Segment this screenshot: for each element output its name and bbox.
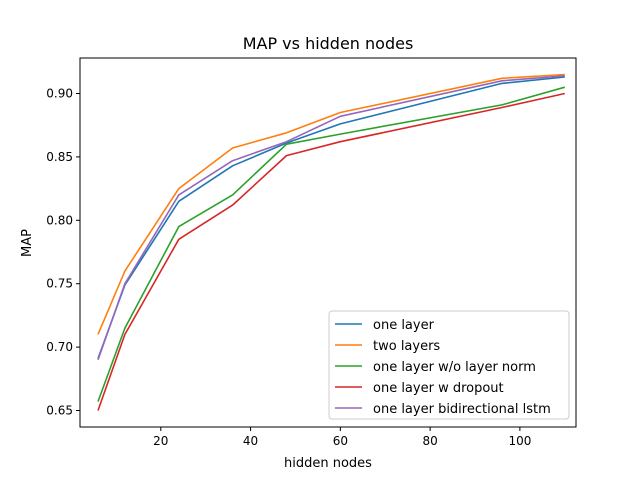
x-tick-label: 60 bbox=[333, 434, 348, 448]
y-tick-label: 0.65 bbox=[46, 404, 73, 418]
x-tick-label: 40 bbox=[243, 434, 258, 448]
x-axis: 20 40 60 80 100 bbox=[153, 427, 531, 448]
y-tick-label: 0.90 bbox=[46, 87, 73, 101]
legend: one layer two layers one layer w/o layer n… bbox=[328, 310, 570, 420]
y-tick-label: 0.85 bbox=[46, 150, 73, 164]
legend-label-3: one layer w dropout bbox=[373, 381, 504, 396]
legend-label-0: one layer bbox=[373, 318, 435, 333]
y-tick-label: 0.70 bbox=[46, 340, 73, 354]
legend-label-4: one layer bidirectional lstm bbox=[373, 402, 551, 417]
series-line-4 bbox=[97, 75, 565, 361]
series-line-0 bbox=[97, 76, 565, 359]
series-line-1 bbox=[97, 73, 565, 335]
y-tick-label: 0.80 bbox=[46, 213, 73, 227]
series-line-3 bbox=[97, 92, 565, 411]
y-tick-label: 0.75 bbox=[46, 277, 73, 291]
chart-title: MAP vs hidden nodes bbox=[243, 34, 414, 53]
y-axis-label: MAP bbox=[20, 229, 35, 257]
x-tick-label: 80 bbox=[422, 434, 437, 448]
legend-label-1: two layers bbox=[373, 339, 440, 354]
legend-box bbox=[328, 310, 570, 420]
x-tick-label: 100 bbox=[508, 434, 531, 448]
plot-lines bbox=[97, 73, 566, 411]
legend-label-2: one layer w/o layer norm bbox=[373, 360, 536, 375]
y-axis: 0.65 0.70 0.75 0.80 0.85 0.90 bbox=[46, 87, 80, 418]
plot-frame bbox=[79, 57, 577, 428]
x-axis-label: hidden nodes bbox=[284, 456, 372, 471]
x-tick-label: 20 bbox=[153, 434, 168, 448]
series-line-2 bbox=[97, 86, 566, 402]
